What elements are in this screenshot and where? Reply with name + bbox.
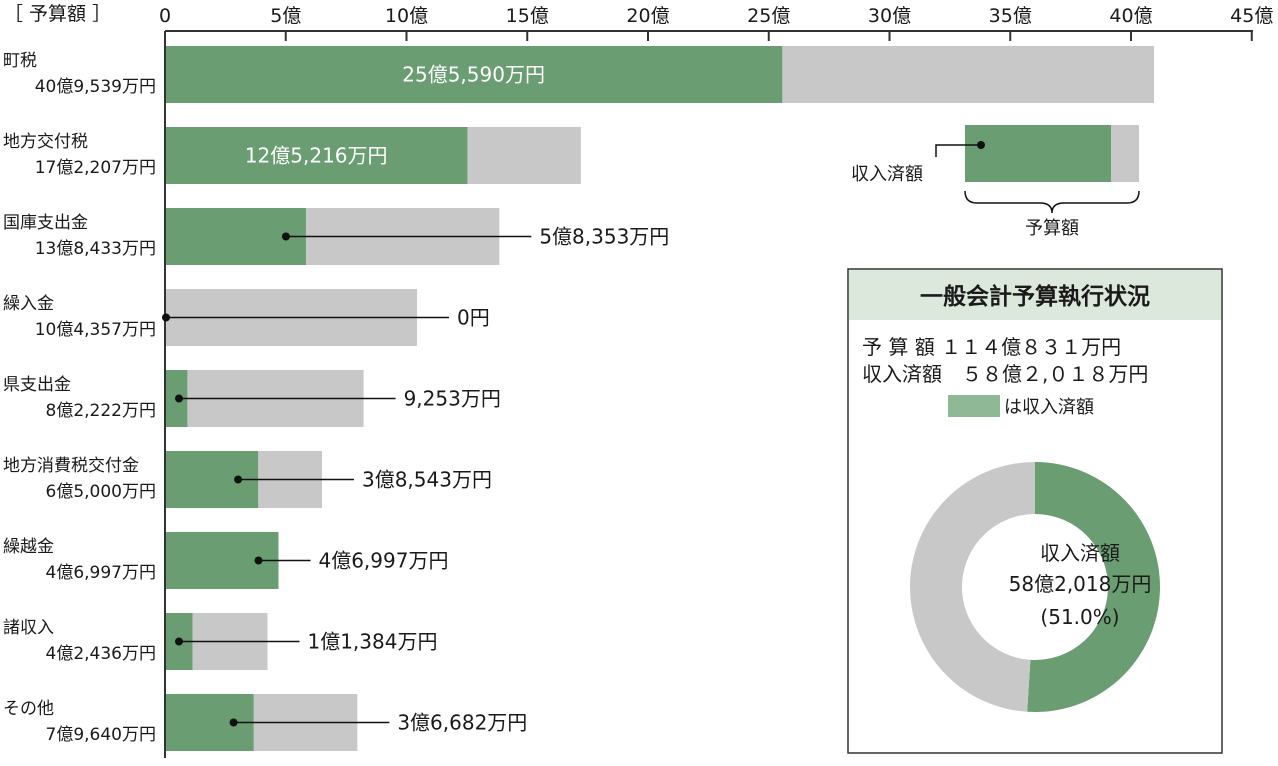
received-value-label: 25億5,590万円 [402,63,545,87]
received-value-label: 4億6,997万円 [318,549,448,573]
donut-center-label-2: 58億2,018万円 [1009,572,1152,596]
bar-group: 諸収入 4億2,436万円 1億1,384万円 [3,613,437,670]
donut-slice-remaining [909,462,1035,712]
category-name: 諸収入 [3,618,54,638]
leader-dot [162,313,170,322]
execution-status-panel: 一般会計予算執行状況 予 算 額 １１４億８３１万円 収入済額 ５８億２,０１８… [847,268,1223,754]
category-budget-label: 7億9,640万円 [46,725,156,745]
category-name: 繰越金 [3,537,54,557]
donut-slice-received [1027,462,1160,712]
category-name: 町税 [3,51,37,71]
panel-header [849,270,1221,320]
received-value-label: 5億8,353万円 [539,225,669,249]
received-value-label: 3億8,543万円 [362,468,492,492]
bar-group: その他 7億9,640万円 3億6,682万円 [3,694,527,751]
bar-group: 県支出金 8億2,222万円 9,253万円 [3,370,501,427]
received-value-label: 3億6,682万円 [397,711,527,735]
leader-dot [175,394,183,403]
category-name: その他 [3,699,54,719]
x-tick-label: 20億 [626,5,669,27]
received-bar [166,127,468,184]
received-value-label: 9,253万円 [404,387,501,411]
leader-dot [254,556,263,565]
panel-legend-note: は収入済額 [1004,397,1094,418]
category-name: 県支出金 [3,375,71,395]
category-budget-label: 6億5,000万円 [46,482,156,502]
x-tick-label: 0 [159,5,171,27]
legend-budget-label: 予算額 [1025,218,1079,239]
leader-dot [229,718,238,727]
x-tick-label: 5億 [270,5,301,27]
received-value-label: 1億1,384万円 [307,630,437,654]
bar-group: 繰越金 4億6,997万円 4億6,997万円 [3,532,448,589]
category-name: 国庫支出金 [3,213,88,233]
x-axis-ticks: 0 5億 10億 15億 20億 25億 30億 35億 40億 45億 [159,5,1273,41]
x-tick-label: 30億 [868,5,911,27]
legend-received-label: 収入済額 [851,164,923,185]
category-budget-label: 13億8,433万円 [35,239,156,259]
bar-group: 町税 40億9,539万円 25億5,590万円 [3,46,1155,103]
panel-legend-swatch [948,395,1000,417]
x-tick-label: 10億 [385,5,428,27]
leader-dot [281,232,290,241]
x-tick-label: 15億 [506,5,549,27]
bar-group: 国庫支出金 13億8,433万円 5億8,353万円 [3,208,669,265]
bar-group: 繰入金 10億4,357万円 0円 [3,289,490,346]
category-name: 地方交付税 [3,132,88,152]
donut-center-label-3: (51.0%) [1040,605,1119,629]
bar-legend: 収入済額 予算額 [851,125,1140,239]
category-name: 地方消費税交付金 [3,456,139,476]
legend-pointer-line [935,144,981,157]
axis-title: ［ 予算額 ］ [4,3,111,25]
category-budget-label: 40億9,539万円 [35,77,156,97]
panel-title: 一般会計予算執行状況 [920,283,1150,310]
revenue-bar-chart: ［ 予算額 ］ 0 5億 10億 15億 20億 25億 30億 35億 40億 45億 町税 40… [3,3,1273,758]
received-value-label: 0円 [457,306,490,330]
donut-center-label-1: 収入済額 [1040,541,1120,565]
panel-received-line: 収入済額 ５８億２,０１８万円 [862,362,1148,386]
x-tick-label: 25億 [747,5,790,27]
received-value-label: 12億5,216万円 [245,144,388,168]
leader-dot [234,475,243,484]
leader-dot [175,637,183,646]
category-budget-label: 10億4,357万円 [35,320,156,340]
legend-budget-brace [964,190,1140,214]
category-budget-label: 8億2,222万円 [46,401,156,421]
x-tick-label: 35億 [989,5,1032,27]
legend-received-bar [965,125,1111,182]
x-tick-label: 45億 [1230,5,1273,27]
bar-group: 地方交付税 17億2,207万円 12億5,216万円 [3,127,581,184]
x-tick-label: 40億 [1109,5,1152,27]
category-budget-label: 4億6,997万円 [46,563,156,583]
received-bar [166,46,783,103]
bar-group: 地方消費税交付金 6億5,000万円 3億8,543万円 [3,451,492,508]
category-name: 繰入金 [3,294,54,314]
category-budget-label: 4億2,436万円 [46,644,156,664]
panel-budget-line: 予 算 額 １１４億８３１万円 [862,335,1121,359]
category-budget-label: 17億2,207万円 [35,158,156,178]
donut-chart [909,462,1160,712]
